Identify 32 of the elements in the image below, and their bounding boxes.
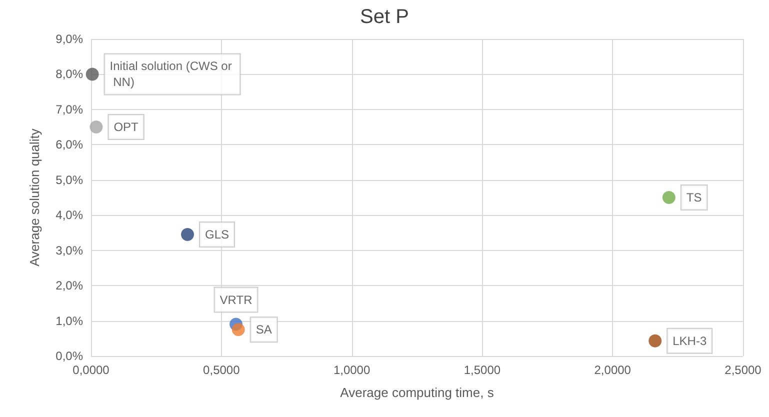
y-tick-label: 5,0% <box>56 172 84 187</box>
series-label: GLS <box>204 227 230 242</box>
y-axis-title: Average solution quality <box>27 128 42 266</box>
y-tick-label: 6,0% <box>56 138 84 152</box>
x-axis-title: Average computing time, s <box>340 385 494 400</box>
y-tick-label: 1,0% <box>56 314 84 328</box>
y-tick-label: 0,0% <box>56 349 84 363</box>
x-tick-label: 0,0000 <box>72 363 110 377</box>
chart-title: Set P <box>360 6 409 28</box>
point <box>86 68 99 81</box>
x-tick-label: 1,5000 <box>464 363 501 377</box>
y-tick-label: 2,0% <box>56 278 84 293</box>
y-tick-label: 3,0% <box>56 243 84 258</box>
x-tick-label: 0,5000 <box>203 363 240 377</box>
x-tick-label: 2,5000 <box>724 363 762 377</box>
y-tick-label: 9,0% <box>56 32 84 46</box>
series-label: VRTR <box>220 292 253 307</box>
y-tick-label: 4,0% <box>56 208 84 222</box>
point <box>90 120 103 134</box>
series-label: LKH-3 <box>672 334 707 348</box>
point <box>232 323 245 336</box>
series-label: TS <box>686 190 702 204</box>
point <box>181 228 194 241</box>
series-label: Initial solution (CWS or NN) <box>110 59 232 90</box>
point <box>648 334 662 348</box>
point <box>662 191 676 204</box>
x-tick-label: 1,0000 <box>333 363 370 377</box>
y-tick-label: 7,0% <box>56 102 84 116</box>
x-tick-label: 2,0000 <box>594 363 632 377</box>
series-label: SA <box>256 322 272 337</box>
series-label: OPT <box>114 120 140 134</box>
y-tick-label: 8,0% <box>56 67 84 82</box>
